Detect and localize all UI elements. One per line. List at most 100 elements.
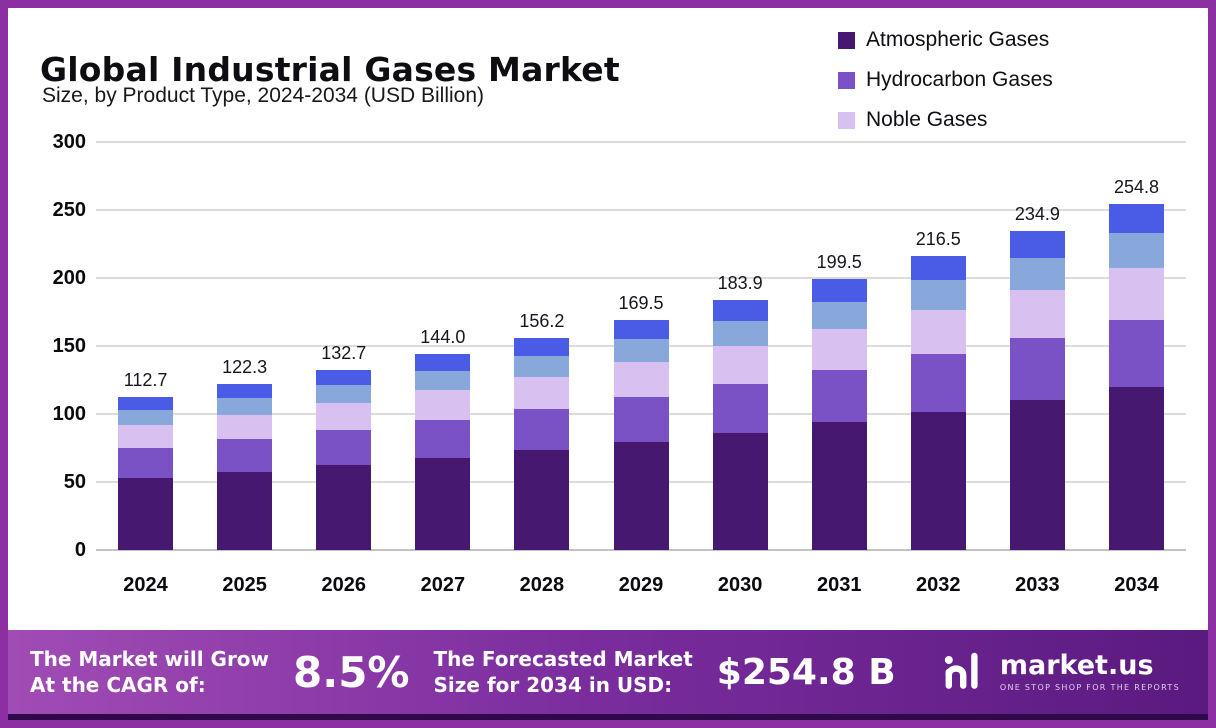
bar-segment-atmospheric-gases bbox=[1009, 399, 1065, 550]
brand-tagline: ONE STOP SHOP FOR THE REPORTS bbox=[999, 683, 1180, 693]
legend-label: Noble Gases bbox=[866, 108, 988, 131]
bar-segment-unlabeled-bright-blue bbox=[1009, 230, 1065, 258]
bar-segment-atmospheric-gases bbox=[217, 471, 273, 550]
forecast-value: $254.8 B bbox=[716, 651, 896, 693]
bar-value-label: 234.9 bbox=[1014, 203, 1060, 224]
y-axis-tick-label: 150 bbox=[52, 335, 86, 357]
bar-segment-atmospheric-gases bbox=[316, 465, 372, 550]
plot-area: 112.7 122.3 132.7 144.0 156.2 169.5 183.9 199.5… bbox=[96, 141, 1186, 551]
bar-segment-atmospheric-gases bbox=[712, 432, 768, 550]
bar-segment-hydrocarbon-gases bbox=[613, 396, 669, 442]
bar-segment-unlabeled-bright-blue bbox=[712, 299, 768, 322]
y-axis-tick-label: 250 bbox=[52, 199, 86, 221]
bar-segment-unlabeled-bright-blue bbox=[613, 319, 669, 339]
page-subtitle: Size, by Product Type, 2024-2034 (USD Bi… bbox=[42, 84, 485, 107]
x-axis-label-2033: 2033 bbox=[1015, 574, 1060, 596]
x-axis-label-2032: 2032 bbox=[916, 574, 961, 596]
legend-item-noble-gases: Noble Gases bbox=[838, 108, 1053, 132]
stacked-bar-2033 bbox=[1009, 230, 1065, 550]
bar-segment-noble-gases bbox=[514, 376, 570, 409]
bar-segment-unlabeled-bright-blue bbox=[415, 354, 471, 371]
forecast-label: The Forecasted Market Size for 2034 in U… bbox=[433, 647, 693, 697]
stacked-bar-2032 bbox=[910, 255, 966, 550]
bar-segment-unlabeled-steel-blue bbox=[1009, 257, 1065, 290]
legend-swatch bbox=[838, 111, 855, 129]
y-axis-labels: 0 50 100 150 200 250 300 bbox=[14, 131, 86, 561]
bar-segment-atmospheric-gases bbox=[118, 477, 174, 550]
bar-value-label: 112.7 bbox=[123, 369, 168, 390]
bar-segment-unlabeled-bright-blue bbox=[514, 337, 570, 356]
stacked-bar-2025 bbox=[217, 383, 273, 550]
page-title: Global Industrial Gases Market bbox=[40, 50, 620, 90]
legend-swatch bbox=[838, 31, 855, 49]
bar-segment-noble-gases bbox=[613, 362, 669, 397]
bar-segment-atmospheric-gases bbox=[613, 441, 669, 550]
bar-segment-hydrocarbon-gases bbox=[910, 354, 966, 412]
bar-segment-unlabeled-steel-blue bbox=[613, 338, 669, 363]
stacked-bar-2026 bbox=[316, 369, 372, 550]
y-axis-tick-label: 200 bbox=[52, 267, 86, 289]
bars: 112.7 122.3 132.7 144.0 156.2 169.5 183.9 199.5… bbox=[96, 142, 1186, 550]
bar-segment-unlabeled-bright-blue bbox=[811, 278, 867, 302]
bar-segment-unlabeled-steel-blue bbox=[514, 355, 570, 377]
x-axis-label-2034: 2034 bbox=[1114, 574, 1159, 596]
bar-segment-unlabeled-steel-blue bbox=[415, 370, 471, 391]
bar-segment-hydrocarbon-gases bbox=[811, 369, 867, 423]
bar-segment-noble-gases bbox=[415, 390, 471, 420]
brand-lockup: market.us ONE STOP SHOP FOR THE REPORTS bbox=[940, 648, 1186, 696]
bar-value-label: 132.7 bbox=[321, 342, 367, 363]
cagr-value: 8.5% bbox=[293, 647, 410, 697]
bar-segment-hydrocarbon-gases bbox=[1108, 319, 1164, 388]
legend-item-atmospheric-gases: Atmospheric Gases bbox=[838, 28, 1053, 52]
bar-segment-hydrocarbon-gases bbox=[1009, 337, 1065, 400]
bar-value-label: 122.3 bbox=[222, 356, 268, 377]
bar-segment-noble-gases bbox=[1108, 267, 1164, 320]
marketus-logo-icon bbox=[944, 652, 978, 689]
x-axis-label-2031: 2031 bbox=[816, 574, 862, 596]
bar-segment-hydrocarbon-gases bbox=[118, 448, 174, 478]
bar-segment-atmospheric-gases bbox=[811, 422, 867, 550]
stacked-bar-2028 bbox=[514, 337, 570, 550]
bar-segment-hydrocarbon-gases bbox=[415, 419, 471, 458]
bar-segment-noble-gases bbox=[217, 414, 273, 440]
bar-segment-atmospheric-gases bbox=[514, 450, 570, 550]
bar-value-label: 199.5 bbox=[816, 251, 862, 272]
bar-segment-unlabeled-steel-blue bbox=[316, 384, 372, 403]
bar-value-label: 144.0 bbox=[420, 327, 466, 348]
bar-column-2034: 254.8 bbox=[1087, 142, 1186, 550]
x-axis-labels: 2024 2025 2026 2027 2028 2029 2030 2031 2032 2033… bbox=[96, 574, 1186, 597]
bar-segment-unlabeled-bright-blue bbox=[217, 383, 273, 398]
bar-column-2026: 132.7 bbox=[294, 142, 393, 550]
gridline bbox=[96, 141, 1186, 143]
cagr-label: The Market will Grow At the CAGR of: bbox=[30, 647, 270, 697]
bar-segment-hydrocarbon-gases bbox=[217, 439, 273, 472]
bar-segment-noble-gases bbox=[811, 328, 867, 370]
bar-segment-unlabeled-steel-blue bbox=[118, 409, 174, 426]
bar-segment-atmospheric-gases bbox=[1108, 387, 1164, 550]
x-axis-label-2027: 2027 bbox=[420, 574, 466, 596]
gridline bbox=[96, 209, 1186, 211]
stacked-bar-2024 bbox=[118, 396, 174, 550]
x-axis-label-2026: 2026 bbox=[321, 574, 366, 596]
chart-legend: Atmospheric Gases Hydrocarbon Gases Noble … bbox=[838, 28, 1053, 132]
bar-column-2031: 199.5 bbox=[790, 142, 889, 550]
bar-segment-noble-gases bbox=[712, 346, 768, 384]
bar-segment-unlabeled-steel-blue bbox=[811, 301, 867, 329]
legend-label: Hydrocarbon Gases bbox=[866, 68, 1053, 91]
bar-column-2029: 169.5 bbox=[591, 142, 690, 550]
bar-segment-unlabeled-bright-blue bbox=[910, 255, 966, 281]
y-axis-tick-label: 300 bbox=[52, 131, 86, 153]
bar-segment-atmospheric-gases bbox=[910, 411, 966, 550]
x-axis-label-2028: 2028 bbox=[519, 574, 565, 596]
bar-segment-unlabeled-steel-blue bbox=[1108, 232, 1164, 268]
bar-segment-atmospheric-gases bbox=[415, 457, 471, 550]
x-axis-label-2024: 2024 bbox=[123, 574, 168, 596]
bar-column-2030: 183.9 bbox=[691, 142, 790, 550]
x-axis-label-2030: 2030 bbox=[717, 574, 763, 596]
bar-column-2032: 216.5 bbox=[889, 142, 988, 550]
stacked-bar-2031 bbox=[811, 278, 867, 550]
bar-segment-hydrocarbon-gases bbox=[514, 408, 570, 451]
bar-segment-unlabeled-steel-blue bbox=[712, 321, 768, 347]
x-axis-label-2025: 2025 bbox=[222, 574, 267, 596]
